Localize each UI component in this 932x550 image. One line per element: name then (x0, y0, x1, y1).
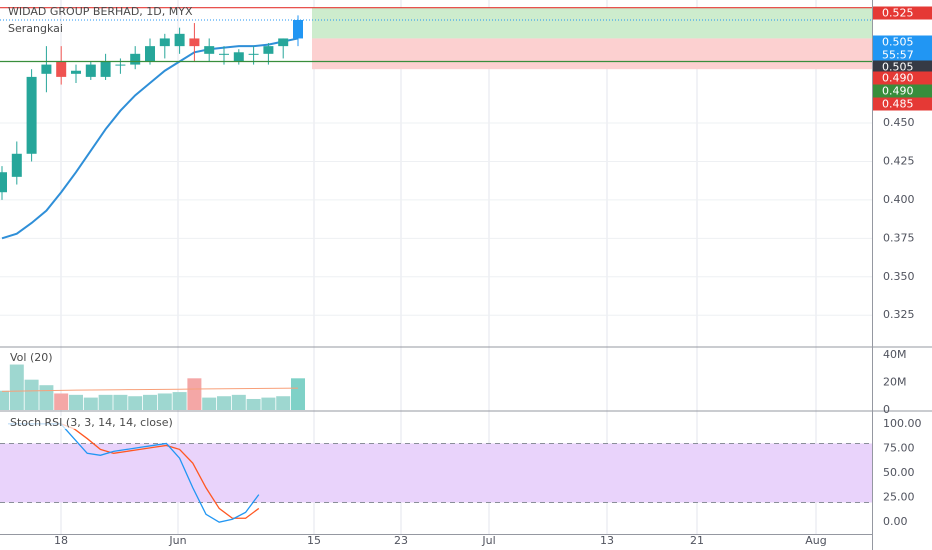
candle-body-9 (130, 53, 141, 65)
volume-bar-16 (231, 394, 246, 410)
candle-body-10 (145, 46, 155, 62)
tag-support-price: 0.490 (882, 85, 914, 98)
time-tick-label-2: 15 (307, 534, 321, 547)
candle-body-20 (293, 19, 303, 39)
volume-bar-15 (217, 396, 231, 410)
tag-stop-price-2: 0.485 (882, 98, 914, 111)
stoch-tick-label-3: 75.00 (883, 441, 915, 454)
volume-bar-11 (157, 393, 172, 410)
candle-body-6 (85, 64, 96, 77)
grid-layer (0, 0, 872, 534)
time-tick-label-1: Jun (168, 534, 186, 547)
candle-body-8 (115, 64, 126, 66)
candle-body-14 (204, 46, 215, 54)
volume-bar-18 (261, 397, 276, 410)
stoch-pane-label: Stoch RSI (3, 3, 14, 14, close) (8, 416, 175, 429)
tag-entry-price: 0.505 (882, 61, 914, 74)
stoch-tick-label-1: 25.00 (883, 491, 915, 504)
volume-bar-12 (172, 392, 187, 410)
candle-body-18 (263, 46, 274, 54)
volume-bar-17 (246, 398, 261, 410)
time-tick-label-6: 21 (690, 534, 704, 547)
moving-average-line (1, 37, 299, 240)
volume-tick-label-1: 20M (883, 375, 907, 388)
volume-bars (0, 364, 305, 410)
volume-pane-label: Vol (20) (8, 351, 55, 364)
price-tick-label-0: 0.325 (883, 308, 915, 321)
profit-zone (312, 7, 872, 39)
volume-bar-14 (202, 397, 217, 410)
volume-bar-1 (9, 364, 24, 410)
position-zone (312, 7, 872, 70)
stoch-tick-label-2: 50.00 (883, 466, 915, 479)
tag-countdown-bg (873, 48, 932, 62)
volume-bar-9 (128, 396, 143, 410)
candlestick-series (0, 15, 303, 240)
stoch-tick-label-0: 0.00 (883, 515, 908, 528)
candle-body-11 (159, 38, 170, 47)
volume-tick-label-2: 40M (883, 348, 907, 361)
candle-body-0 (0, 172, 7, 193)
tag-target-price: 0.525 (882, 7, 914, 20)
volume-bar-0 (0, 390, 9, 410)
horizontal-lines (0, 7, 872, 63)
tag-last-price: 0.505 (882, 36, 914, 49)
time-tick-label-3: 23 (394, 534, 408, 547)
volume-bar-6 (83, 397, 98, 410)
tag-last-price-bg (873, 35, 932, 49)
volume-ma-line (1, 387, 299, 392)
tag-stop-price-1: 0.490 (882, 72, 914, 85)
time-tick-label-0: 18 (54, 534, 68, 547)
price-tick-label-3: 0.400 (883, 193, 915, 206)
candle-body-4 (56, 61, 67, 77)
price-tick-label-2: 0.375 (883, 231, 915, 244)
candle-body-16 (233, 52, 244, 62)
volume-bar-19 (276, 396, 291, 410)
candle-body-2 (26, 76, 37, 154)
price-tick-label-1: 0.350 (883, 270, 915, 283)
volume-tick-label-0: 0 (883, 403, 890, 416)
tag-countdown: 55:57 (882, 49, 914, 62)
time-tick-label-5: 13 (600, 534, 614, 547)
candle-body-13 (189, 38, 200, 47)
candle-body-15 (219, 53, 229, 55)
candle-body-17 (248, 53, 259, 55)
stoch-rsi-plot (0, 423, 872, 523)
volume-bar-20 (291, 378, 305, 410)
volume-bar-7 (98, 394, 113, 410)
volume-bar-10 (143, 394, 157, 410)
candle-body-1 (11, 153, 22, 177)
candle-body-7 (100, 61, 111, 77)
time-tick-label-4: Jul (481, 534, 495, 547)
price-tick-label-5: 0.450 (883, 116, 915, 129)
stoch-tick-label-4: 100.00 (883, 417, 922, 430)
volume-bar-5 (69, 394, 83, 410)
tag-target-price-bg (873, 6, 932, 20)
tag-entry-price-bg (873, 60, 932, 74)
candle-body-19 (278, 38, 289, 47)
stoch-band (0, 443, 872, 503)
candle-body-12 (174, 33, 185, 47)
chart-subtitle: Serangkai (8, 22, 63, 35)
candle-body-5 (71, 70, 81, 74)
volume-bar-2 (24, 379, 39, 410)
tag-stop-price-1-bg (873, 71, 932, 85)
time-tick-label-7: Aug (805, 534, 826, 547)
volume-bar-3 (39, 385, 54, 410)
tag-stop-price-2-bg (873, 97, 932, 111)
loss-zone (312, 38, 872, 70)
volume-bar-8 (113, 394, 128, 410)
price-tick-label-4: 0.425 (883, 154, 915, 167)
candle-body-3 (41, 64, 52, 74)
volume-bar-4 (54, 393, 69, 410)
volume-bar-13 (187, 378, 202, 410)
tag-support-price-bg (873, 84, 932, 98)
chart-title: WIDAD GROUP BERHAD, 1D, MYX (8, 5, 193, 18)
